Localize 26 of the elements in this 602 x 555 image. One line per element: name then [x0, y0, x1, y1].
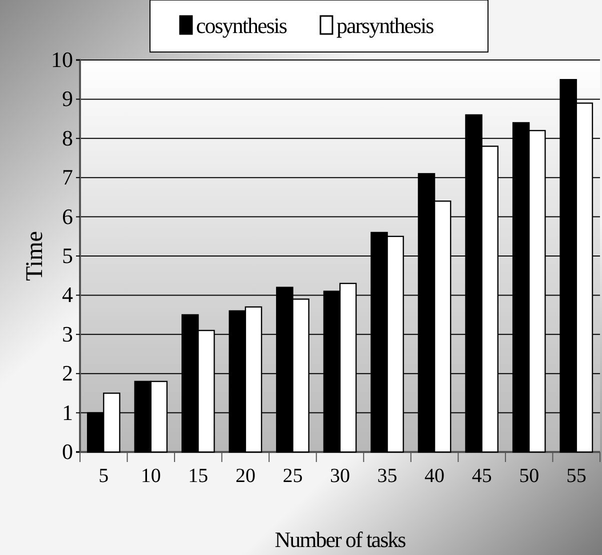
x-tick-label: 30 — [330, 465, 350, 488]
x-tick-label: 40 — [424, 465, 445, 488]
x-tick-label: 55 — [566, 465, 586, 488]
y-axis-title: Time — [22, 231, 48, 281]
x-tick-label: 10 — [140, 465, 161, 488]
x-tick-label: 45 — [472, 465, 492, 488]
y-tick-label: 1 — [62, 400, 73, 425]
y-tick-label: 7 — [62, 164, 73, 190]
y-tick-label: 10 — [51, 47, 73, 72]
x-tick-label: 15 — [188, 465, 208, 488]
x-tick-label: 20 — [235, 465, 256, 488]
x-tick-label: 5 — [98, 465, 109, 488]
legend-label: parsynthesis — [336, 13, 434, 38]
y-tick-label: 0 — [62, 439, 73, 464]
x-axis-title: Number of tasks — [274, 527, 406, 552]
y-tick-label: 9 — [62, 86, 73, 112]
x-tick-label: 50 — [519, 465, 540, 488]
y-tick-label: 4 — [62, 282, 73, 308]
y-tick-label: 2 — [62, 360, 73, 386]
y-tick-label: 3 — [62, 321, 73, 346]
legend-label: cosynthesis — [196, 13, 287, 38]
y-tick-label: 5 — [62, 243, 73, 268]
x-tick-label: 25 — [282, 465, 303, 488]
y-tick-label: 6 — [62, 204, 73, 229]
x-tick-label: 35 — [377, 465, 398, 488]
y-tick-label: 8 — [62, 125, 73, 150]
